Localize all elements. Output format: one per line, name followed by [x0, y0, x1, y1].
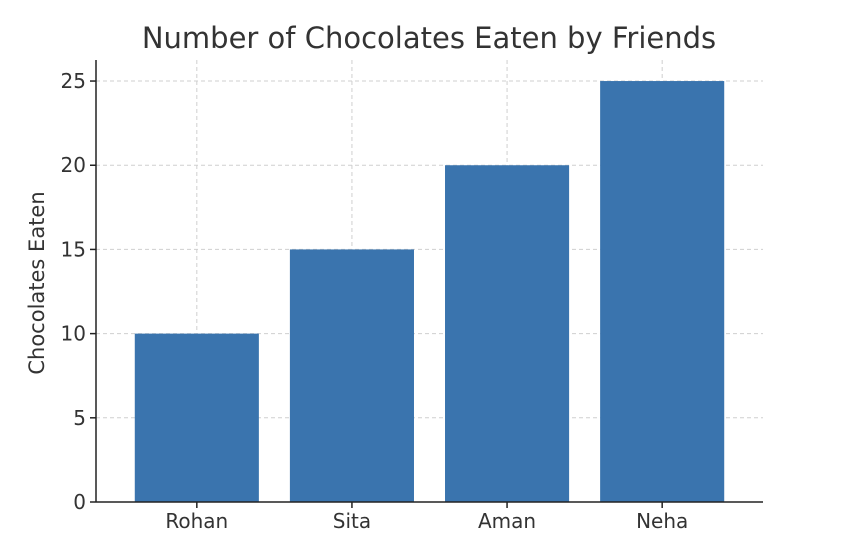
y-axis-label: Chocolates Eaten	[25, 191, 49, 374]
y-tick-label: 20	[61, 153, 86, 177]
x-tick-label: Neha	[636, 509, 688, 533]
y-tick-label: 25	[61, 69, 86, 93]
bar-aman	[445, 165, 570, 502]
chart-title: Number of Chocolates Eaten by Friends	[142, 21, 716, 55]
y-tick-label: 0	[73, 490, 86, 514]
x-tick-label: Rohan	[165, 509, 228, 533]
tick-labels: 0 5 10 15 20 25 Rohan Sita Aman Neha	[61, 69, 689, 533]
x-tick-label: Sita	[333, 509, 371, 533]
bars	[134, 81, 725, 503]
bar-neha	[600, 81, 725, 503]
axes	[90, 60, 763, 508]
bar-sita	[289, 249, 414, 502]
y-tick-label: 5	[73, 406, 86, 430]
bar-rohan	[134, 333, 259, 502]
x-tick-label: Aman	[478, 509, 536, 533]
y-tick-label: 15	[61, 237, 86, 261]
y-tick-label: 10	[61, 322, 86, 346]
